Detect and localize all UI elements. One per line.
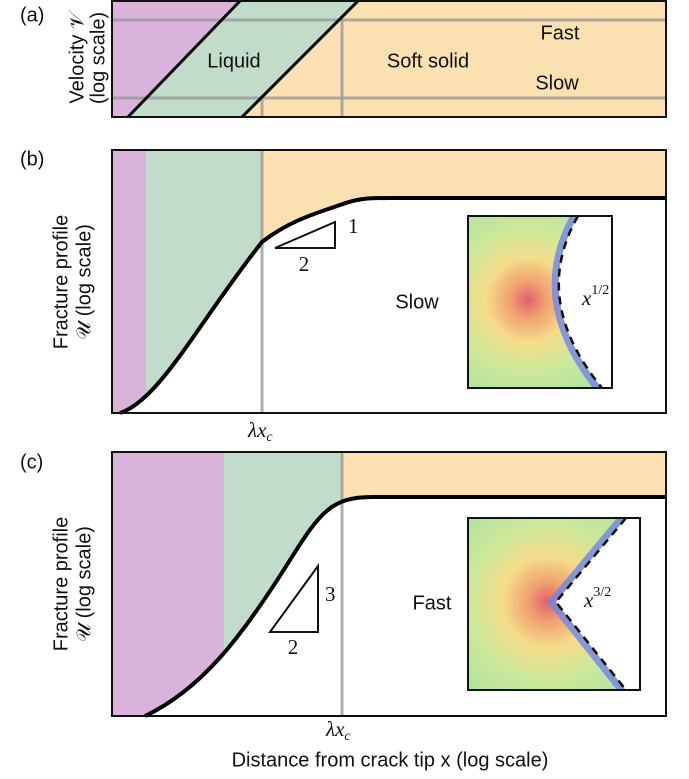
slope-triangle bbox=[274, 220, 336, 249]
slope-rise: 3 bbox=[325, 582, 336, 606]
panel-c: 3 2 Fast x3/2 λxc (c) Fracture profile 𝒰… bbox=[20, 451, 667, 744]
exponent-label: x1/2 bbox=[581, 283, 609, 310]
regime-label: Fast bbox=[541, 22, 580, 44]
exponent-power: 3/2 bbox=[593, 585, 611, 600]
boundary bbox=[126, 0, 242, 119]
purple-region bbox=[112, 1, 240, 117]
panel-a: Liquid Soft solid Fast Slow (a) Velocity… bbox=[20, 0, 667, 119]
inset-frame bbox=[467, 215, 613, 389]
slope-run: 2 bbox=[299, 252, 310, 276]
regime-label: Fast bbox=[413, 592, 452, 614]
liquid-region bbox=[128, 1, 358, 117]
x-label: Distance from crack tip x (log scale) bbox=[232, 749, 549, 771]
frame bbox=[111, 0, 667, 118]
crack-profile bbox=[554, 518, 627, 690]
regime-label: Slow bbox=[535, 72, 579, 94]
marker-sub: c bbox=[344, 729, 351, 744]
slope-run: 2 bbox=[288, 635, 299, 659]
marker-base: λx bbox=[325, 717, 345, 741]
exponent-base: x bbox=[583, 588, 594, 612]
panel-label: (b) bbox=[20, 148, 44, 170]
slope-triangle bbox=[268, 562, 319, 633]
panel-label: (a) bbox=[20, 4, 44, 26]
crack-profile bbox=[557, 216, 603, 388]
marker-sub: c bbox=[266, 430, 273, 445]
region-label: Liquid bbox=[207, 50, 260, 72]
panel-b: 1 2 Slow x1/2 λxc (b) Fracture profile 𝒰… bbox=[20, 148, 667, 445]
purple-region bbox=[112, 150, 146, 413]
y-label: 𝒰 (log scale) bbox=[73, 526, 95, 642]
y-label: Fracture profile bbox=[50, 517, 72, 652]
y-label: Velocity 𝒱 bbox=[66, 9, 88, 103]
slope-rise: 1 bbox=[348, 214, 359, 238]
y-label: (log scale) bbox=[87, 12, 109, 104]
inset-frame bbox=[467, 517, 641, 691]
frame bbox=[111, 451, 667, 717]
inset-crack bbox=[556, 518, 640, 690]
boundary bbox=[240, 0, 360, 119]
marker-label: λxc bbox=[247, 418, 273, 445]
marker-label: λxc bbox=[325, 717, 351, 744]
region-label: Soft solid bbox=[387, 50, 469, 72]
profile-curve bbox=[119, 196, 666, 415]
marker-base: λx bbox=[247, 418, 267, 442]
regime-label: Slow bbox=[395, 291, 439, 313]
exponent-label: x3/2 bbox=[583, 585, 611, 612]
exponent-power: 1/2 bbox=[591, 283, 609, 298]
exponent-base: x bbox=[581, 286, 592, 310]
frame bbox=[111, 149, 667, 414]
profile-curve bbox=[144, 495, 666, 718]
panel-label: (c) bbox=[20, 451, 43, 473]
y-label: Fracture profile bbox=[50, 215, 72, 350]
y-label: 𝒰 (log scale) bbox=[73, 224, 95, 340]
inset-crack bbox=[558, 216, 612, 388]
